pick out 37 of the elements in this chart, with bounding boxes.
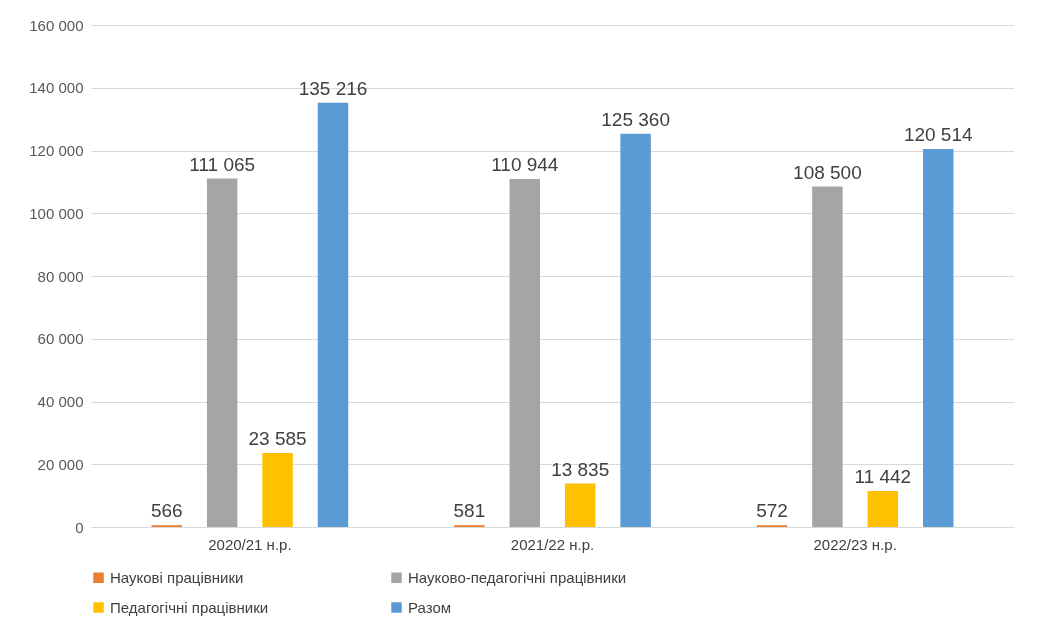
data-label: 581	[453, 500, 486, 522]
y-tick-label: 60 000	[37, 330, 84, 348]
bar	[206, 178, 238, 527]
y-tick-label: 120 000	[29, 142, 84, 159]
bar	[317, 102, 349, 527]
bar	[812, 186, 843, 527]
y-tick-label: 80 000	[37, 267, 84, 285]
data-label: 120 514	[903, 123, 974, 145]
bar	[923, 148, 954, 527]
legend-label: Педагогічні працівники	[110, 598, 269, 616]
data-label: 135 216	[298, 77, 368, 99]
legend-label: Наукові працівники	[110, 568, 244, 586]
data-label: 572	[756, 500, 788, 522]
x-tick-label: 2021/22 н.р.	[510, 535, 595, 553]
data-label: 108 500	[793, 161, 862, 183]
y-tick-label: 40 000	[37, 393, 84, 410]
bar	[867, 491, 899, 527]
bar	[620, 133, 651, 527]
data-label: 111 065	[189, 153, 256, 175]
bar	[509, 178, 541, 527]
y-tick-label: 0	[75, 518, 84, 536]
data-label: 13 835	[551, 458, 610, 480]
x-tick-label: 2022/23 н.р.	[813, 535, 897, 553]
data-label: 11 442	[854, 466, 912, 488]
data-label: 125 360	[601, 108, 670, 130]
bar	[262, 453, 293, 527]
data-label: 23 585	[248, 428, 307, 449]
y-tick-label: 100 000	[29, 204, 84, 222]
x-tick-label: 2020/21 н.р.	[208, 535, 292, 553]
legend-label: Науково-педагогічні працівники	[408, 568, 627, 586]
legend-label: Разом	[408, 598, 452, 616]
data-label: 566	[150, 500, 183, 522]
y-tick-label: 20 000	[37, 455, 84, 473]
y-tick-label: 160 000	[29, 16, 84, 34]
y-tick-label: 140 000	[29, 79, 84, 97]
bar	[564, 483, 596, 527]
data-label: 110 944	[491, 153, 559, 175]
